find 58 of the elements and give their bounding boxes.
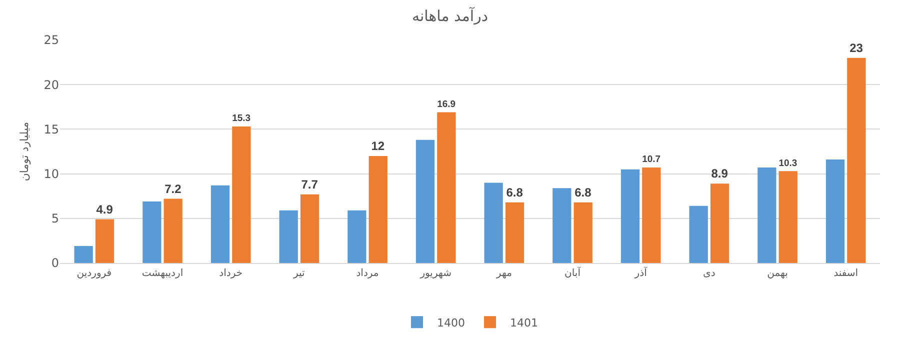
y-axis-title: میلیارد تومان — [18, 122, 31, 182]
bar — [484, 182, 503, 263]
bar — [689, 206, 708, 263]
data-label: 6.8 — [506, 185, 524, 200]
x-tick-label: بهمن — [767, 268, 788, 279]
y-tick-label: 10 — [44, 167, 59, 181]
data-label: 16.9 — [437, 98, 456, 110]
bar — [620, 169, 640, 263]
data-label: 6.8 — [574, 185, 592, 200]
legend-label: 1401 — [510, 316, 538, 330]
y-tick-label: 5 — [51, 212, 59, 226]
bar — [74, 246, 93, 263]
data-label: 15.3 — [232, 113, 250, 124]
bar — [232, 126, 251, 263]
data-label: 12 — [371, 138, 385, 153]
data-label: 10.7 — [642, 154, 660, 166]
y-tick-label: 0 — [51, 256, 59, 270]
legend-label: 1400 — [437, 316, 465, 330]
x-tick-label: اردیبهشت — [142, 268, 184, 279]
y-tick-label: 20 — [44, 78, 59, 92]
bar — [279, 210, 298, 263]
x-tick-label: آذر — [634, 266, 648, 279]
bar — [710, 184, 730, 263]
x-tick-label: مهر — [495, 268, 512, 279]
bar — [300, 194, 320, 263]
bar — [574, 202, 592, 263]
x-tick-label: فروردین — [76, 268, 112, 279]
x-tick-label: تیر — [292, 268, 306, 279]
data-label: 10.3 — [778, 158, 798, 169]
data-label: 4.9 — [96, 202, 114, 216]
x-tick-label: اسفند — [834, 268, 858, 279]
bar — [210, 185, 230, 263]
x-tick-label: خرداد — [219, 268, 243, 279]
bar — [642, 168, 661, 263]
bar — [552, 188, 572, 263]
bar — [416, 140, 435, 263]
bar — [368, 156, 388, 263]
bar — [505, 202, 524, 263]
bar — [826, 160, 845, 263]
x-tick-label: شهریور — [419, 268, 452, 279]
x-tick-label: مرداد — [356, 268, 379, 279]
bar — [437, 112, 456, 263]
x-tick-label: آبان — [564, 266, 582, 279]
bar — [142, 201, 162, 263]
bar — [348, 210, 366, 263]
data-label: 23 — [850, 40, 864, 55]
data-label: 8.9 — [711, 166, 728, 181]
y-tick-label: 25 — [44, 33, 59, 48]
bar — [778, 171, 798, 263]
chart-title: درآمد ماهانه — [412, 6, 488, 25]
bar — [95, 219, 114, 263]
data-label: 7.7 — [301, 177, 318, 192]
x-tick-label: دی — [703, 268, 716, 279]
bar — [758, 168, 776, 263]
bar — [847, 58, 866, 263]
data-label: 7.2 — [164, 182, 182, 196]
bar — [164, 198, 182, 263]
y-tick-label: 15 — [44, 122, 59, 136]
